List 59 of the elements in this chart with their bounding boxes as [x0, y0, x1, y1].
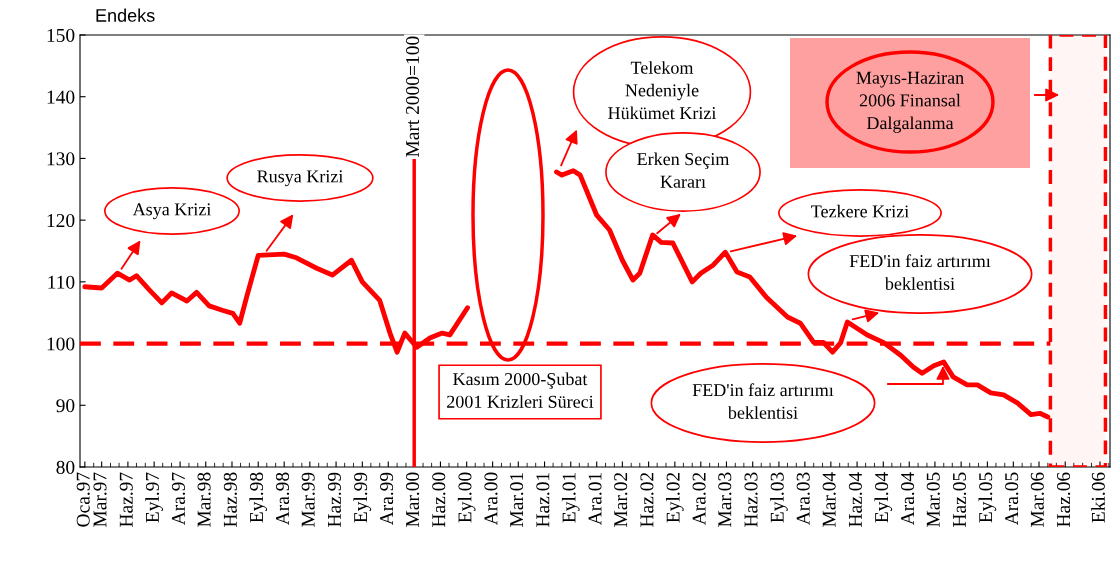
- x-tick-label: Haz.04: [848, 472, 863, 527]
- annotation: FED'in faiz artırımı beklentisi: [849, 254, 991, 290]
- x-tick-label: Mar.05: [926, 472, 940, 527]
- x-tick-label: Eyl.01: [561, 473, 580, 523]
- x-tick-label: Haz.01: [536, 473, 550, 527]
- x-tick-label: Haz.98: [223, 472, 237, 527]
- y-tick-label: 130: [47, 152, 75, 166]
- x-tick-label: Mar.02: [614, 472, 628, 527]
- x-tick-label: Eyl.02: [666, 472, 684, 523]
- x-tick-label: Haz.06: [1056, 472, 1071, 527]
- annotation: Kasım 2000-Şubat 2001 Krizleri Süreci: [447, 372, 594, 408]
- x-tick-label: Oca.97: [76, 472, 90, 527]
- x-tick-label: Eyl.03: [770, 472, 788, 523]
- ref-line-label: Mart 2000=100: [405, 36, 420, 157]
- x-tick-label: Ara.98: [275, 472, 290, 526]
- x-tick-label: Haz.99: [327, 472, 342, 527]
- x-tick-label: Eyl.97: [145, 472, 163, 523]
- y-axis-title: Endeks: [96, 8, 155, 22]
- annotation: Telekom Nedeniyle Hükümet Krizi: [608, 61, 717, 120]
- x-tick-label: Mar.04: [822, 472, 836, 527]
- x-tick-label: Mar.98: [197, 472, 211, 527]
- x-tick-label: Mar.00: [405, 472, 420, 527]
- x-tick-label: Ara.02: [692, 472, 706, 526]
- x-tick-label: Haz.05: [952, 472, 967, 527]
- x-tick-label: Mar.01: [510, 473, 524, 527]
- x-tick-label: Ara.03: [796, 472, 810, 526]
- x-tick-label: Ara.01: [588, 473, 602, 526]
- x-tick-label: Eyl.98: [249, 472, 268, 523]
- x-tick-label: Ara.04: [900, 472, 915, 526]
- x-tick-label: Mar.97: [93, 472, 107, 527]
- x-tick-label: Eyl.04: [874, 472, 893, 523]
- x-tick-label: Eyl.00: [457, 472, 476, 523]
- x-tick-label: Haz.00: [432, 472, 446, 527]
- x-tick-label: Ara.05: [1005, 472, 1019, 526]
- x-tick-label: Mar.99: [301, 472, 315, 527]
- x-tick-label: Haz.97: [119, 472, 133, 527]
- y-tick-label: 80: [56, 460, 75, 474]
- x-tick-label: Mar.06: [1030, 472, 1044, 527]
- y-tick-label: 150: [47, 28, 75, 42]
- y-tick-label: 120: [47, 213, 75, 228]
- x-tick-label: Ara.97: [171, 472, 186, 526]
- x-tick-label: Eyl.99: [353, 472, 372, 523]
- annotation: Asya Krizi: [132, 203, 212, 220]
- annotation: FED'in faiz artırımı beklentisi: [692, 383, 834, 419]
- annotation: Mayıs-Haziran 2006 Finansal Dalgalanma: [856, 71, 964, 133]
- x-tick-label: Haz.02: [640, 472, 654, 527]
- x-tick-label: Ara.99: [380, 472, 394, 526]
- y-tick-label: 90: [56, 399, 75, 413]
- x-tick-label: Mar.03: [718, 472, 732, 527]
- annotation: Tezkere Krizi: [811, 204, 909, 218]
- y-tick-label: 140: [47, 90, 75, 104]
- y-tick-label: 100: [47, 337, 75, 351]
- y-tick-label: 110: [48, 275, 75, 289]
- x-tick-label: Ara.00: [484, 472, 498, 526]
- annotation: Rusya Krizi: [257, 170, 344, 187]
- x-tick-label: Eki.06: [1091, 472, 1105, 523]
- x-tick-label: Haz.03: [744, 472, 758, 527]
- x-tick-label: Eyl.05: [978, 472, 997, 523]
- annotation: Erken Seçim Kararı: [637, 152, 730, 188]
